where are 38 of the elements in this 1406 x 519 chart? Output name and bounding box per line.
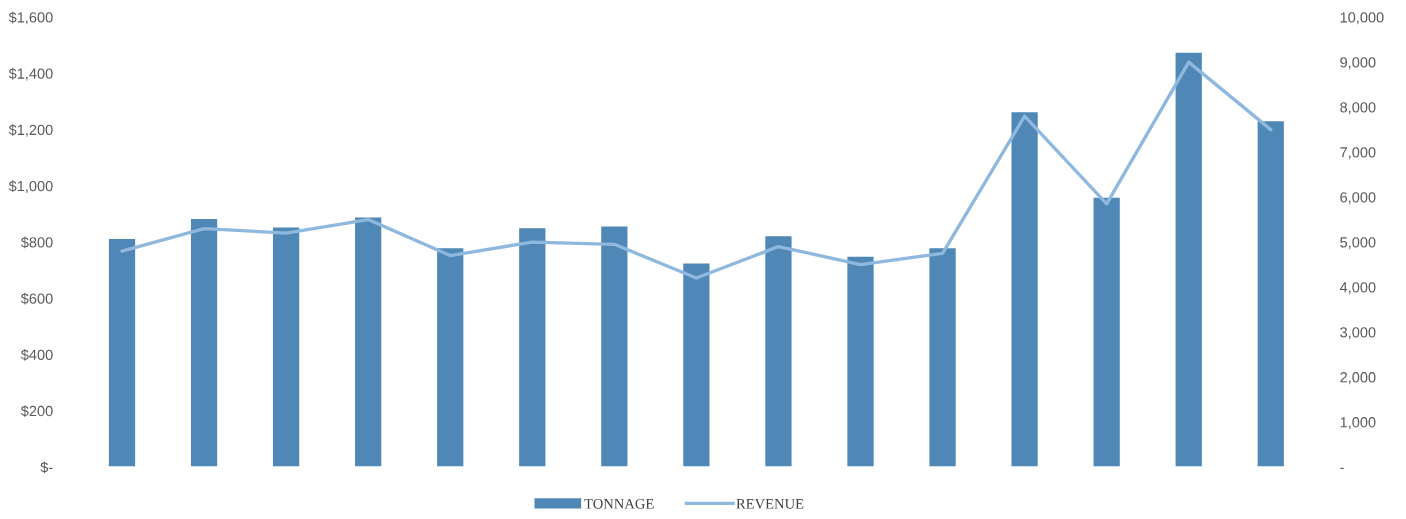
bar (929, 248, 956, 467)
y-tick-label: $1,600 (8, 11, 53, 25)
y-tick-label: $800 (20, 236, 53, 249)
y2-tick-label: 5,000 (1340, 237, 1376, 250)
y-tick-label: $- (40, 461, 53, 474)
y2-tick-label: 2,000 (1340, 372, 1376, 385)
bar (1175, 52, 1202, 467)
y2-tick-label: 8,000 (1340, 102, 1376, 115)
bar (765, 236, 792, 467)
line-series (120, 60, 1273, 280)
bar (519, 228, 546, 467)
y2-tick-label: 7,000 (1340, 147, 1376, 160)
bar (601, 226, 628, 467)
y2-tick-label: 9,000 (1340, 57, 1376, 70)
bar (190, 219, 218, 467)
bar (108, 238, 136, 467)
y2-tick-label: 3,000 (1340, 327, 1376, 340)
bar (355, 217, 382, 467)
bar (1093, 197, 1120, 467)
bar (683, 263, 710, 467)
bar (1011, 112, 1038, 467)
bar (847, 256, 874, 467)
bar (1257, 121, 1284, 467)
y-tick-label: $400 (20, 349, 53, 361)
legend-label: TONNAGE (584, 498, 654, 509)
y-tick-label: $1,200 (8, 124, 53, 137)
y2-tick-label: 10,000 (1340, 12, 1384, 25)
y-tick-label: $600 (20, 292, 53, 305)
y-tick-label: $1,400 (8, 67, 53, 81)
y2-tick-label: - (1340, 467, 1344, 469)
y2-tick-label: 1,000 (1340, 417, 1376, 430)
y-tick-label: $200 (20, 405, 53, 418)
y2-tick-label: 4,000 (1339, 282, 1376, 295)
y-tick-label: $1,000 (8, 180, 53, 193)
bar (437, 248, 464, 467)
bar (272, 227, 300, 467)
y2-tick-label: 6,000 (1340, 192, 1376, 205)
legend-label: REVENUE (736, 498, 804, 509)
